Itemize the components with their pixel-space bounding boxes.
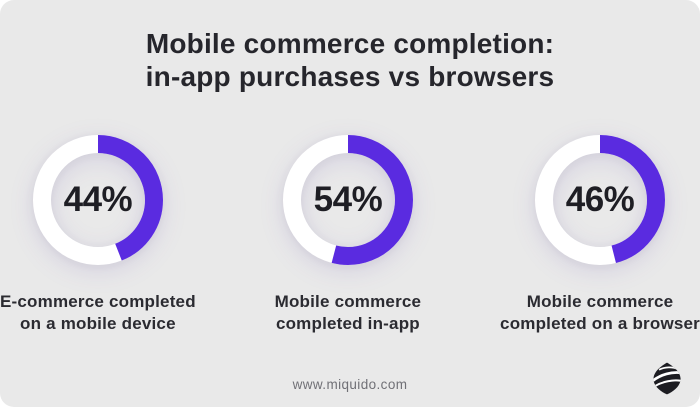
page-title: Mobile commerce completion: in-app purch… — [0, 0, 700, 93]
donut-caption: Mobile commerce completed in-app — [275, 291, 422, 335]
donut-percent-label: 44% — [63, 180, 133, 219]
donut-caption-line2: completed on a browser — [500, 314, 700, 333]
donut-chart: 46% — [535, 135, 666, 265]
donut-ring-icon — [535, 135, 666, 265]
donut-chart: 44% — [32, 135, 163, 265]
donut-chart: 54% — [282, 135, 413, 265]
donut-caption-line2: completed in-app — [275, 314, 420, 333]
donut-percent-label: 54% — [313, 180, 383, 219]
page-title-line2: in-app purchases vs browsers — [145, 61, 555, 92]
donut-row: 44% E-commerce completed on a mobile dev… — [0, 135, 700, 335]
donut-column-browser: 46% Mobile commerce completed on a brows… — [500, 135, 700, 335]
donut-caption-line1: Mobile commerce — [526, 292, 674, 311]
donut-caption-line1: Mobile commerce — [274, 292, 422, 311]
donut-percent-label: 46% — [565, 180, 635, 219]
donut-caption-line1: E-commerce completed — [0, 292, 196, 311]
donut-ring-icon — [32, 135, 163, 265]
donut-caption-line2: on a mobile device — [20, 314, 176, 333]
donut-caption: E-commerce completed on a mobile device — [0, 291, 196, 335]
footer-url: www.miquido.com — [292, 377, 408, 392]
miquido-logo-icon — [653, 362, 681, 395]
page-title-line1: Mobile commerce completion: — [145, 28, 555, 59]
footer: www.miquido.com — [0, 377, 700, 392]
donut-caption: Mobile commerce completed on a browser — [500, 291, 700, 335]
donut-column-in-app: 54% Mobile commerce completed in-app — [274, 135, 422, 335]
donut-column-mobile-device: 44% E-commerce completed on a mobile dev… — [0, 135, 196, 335]
donut-ring-icon — [282, 135, 413, 265]
